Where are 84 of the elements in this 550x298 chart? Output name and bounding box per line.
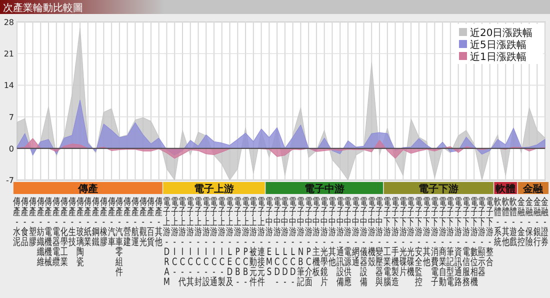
category-label: 電子中游-通訊設備 [336,197,344,288]
category-label: 電子中游-NB筆記 [296,197,304,288]
x-tick-label: 軟體-其他 [502,196,510,248]
category-label: 電子下游-消費電子 [430,197,438,288]
legend-label: 近5日漲跌幅 [470,39,526,51]
text: 傳產 [76,183,98,195]
category-label: 電子上游-LED及 [226,197,234,288]
x-tick-label: 電子中游-EMS [265,196,273,278]
x-tick-label: 傳產-塑膠 [28,196,37,248]
category-label: 電子上游-IC-封 [194,197,202,288]
category-label: 電子下游-工業電腦 [384,197,392,288]
x-tick-label: 傳產-鋼鐵 [92,196,100,248]
x-tick-label: 電子下游-光碟片 [399,196,407,278]
x-tick-label: 電子下游-整合 [486,196,494,268]
y-tick-label: 7 [8,112,14,122]
x-tick-label: 傳產-水泥 [13,196,21,248]
category-label: 電子下游-資訊通路 [454,197,462,288]
category-label: 電子下游-數位相機 [470,197,478,288]
category-label: 電子下游-筆記型電 [446,197,454,288]
legend-label: 近20日漲跌幅 [470,27,533,39]
category-label: 電子上游-PCB- [234,197,242,288]
y-tick-label: -7 [6,176,14,185]
category-label: 電子下游-手機製造 [391,197,400,288]
category-label: 電子下游-電信服務 [462,197,470,288]
category-label: 電子上游-IC-代 [178,197,186,288]
y-tick-label: 28 [4,18,14,27]
category-label: 電子上游-IC-通 [210,197,218,288]
x-tick-label: 傳產-紙業 [84,196,92,248]
x-tick-label: 金融-銀行 [533,196,541,248]
category-label: 電子上游-連接元件 [258,197,266,288]
category-label: 電子中游-LCD- [281,197,289,288]
x-tick-label: 金融-保險 [525,196,534,248]
text: 電子下游 [418,183,459,195]
x-tick-label: 傳產-電機機械 [44,196,52,268]
x-tick-label: 傳產-汽車零組件 [114,196,124,278]
category-label: 電子中游-光學鏡片 [320,197,328,288]
text: 電子上游 [194,183,234,195]
category-label: 電子上游-被動元件 [250,197,258,288]
x-tick-label: 電子下游-顯示器 [478,196,486,278]
title: 次產業輪動比較圖 [3,3,83,14]
y-tick-label: 0 [8,144,14,154]
x-tick-label: 電子中游-其他 [328,196,336,268]
x-tick-label: 傳產-紡織纖維 [36,196,44,268]
x-tick-label: 傳產-食品 [21,196,29,248]
x-tick-label: 金融-證券 [541,196,549,248]
category-label: 電子中游-變壓器與 [376,197,384,288]
category-label: 電子中游-PC介面 [304,197,312,288]
category-label: 電子中游-LCD- [273,197,281,288]
x-tick-label: 電子下游-其他 [423,196,431,268]
x-tick-label: 傳產-汽車 [108,196,116,248]
x-tick-label: 軟體-系統 [494,196,502,248]
x-tick-label: 電子中游-機殼 [368,196,376,268]
category-label: 電子上游-DRAM [162,197,171,288]
x-tick-label: 電子下游-光碟機 [407,196,415,278]
x-tick-label: 電子上游-IC- [170,196,178,278]
x-tick-label: 傳產-化學工業 [60,196,68,268]
x-tick-label: 傳產-航運 [131,196,139,248]
x-tick-label: 傳產-其他 [155,196,163,248]
x-tick-label: 金融-金控 [518,196,526,248]
x-tick-label: 傳產-營建 [122,196,132,248]
x-tick-label: 軟體-遊戲 [510,196,518,248]
x-tick-label: 傳產-電器電纜 [52,196,60,268]
category-label: 電子中游-電源供應 [344,197,352,288]
x-tick-label: 傳產-生技 [68,196,76,248]
text: 軟體 [494,183,516,195]
category-label: 電子上游-PCB- [242,197,250,288]
x-tick-label: 電子中游-網通 [351,196,360,268]
category-label: 電子中游-LCD- [289,197,297,288]
x-tick-label: 電子中游-主機板 [312,196,320,278]
x-tick-label: 傳產-觀光 [139,196,147,248]
x-tick-label: 傳產-百貨 [147,196,155,248]
category-label: 電子下游-商業自動 [438,197,446,288]
y-tick-label: 14 [4,81,14,90]
category-label: 電子上游-IC-製 [218,197,226,288]
text: 金融 [522,183,544,195]
x-tick-label: 傳產-橡膠 [100,196,108,248]
text: 電子中游 [304,183,344,195]
y-tick-label: 21 [4,50,14,59]
category-label: 電子上游-IC-設 [202,197,210,288]
legend-label: 近1日漲跌幅 [470,51,526,63]
category-label: 電子下游-安全監控 [415,197,423,288]
category-label: 電子上游-IC-其 [186,197,194,288]
x-tick-label: 傳產-玻璃陶瓷 [76,196,84,268]
category-label: 電子中游-儀器設備 [360,197,368,288]
